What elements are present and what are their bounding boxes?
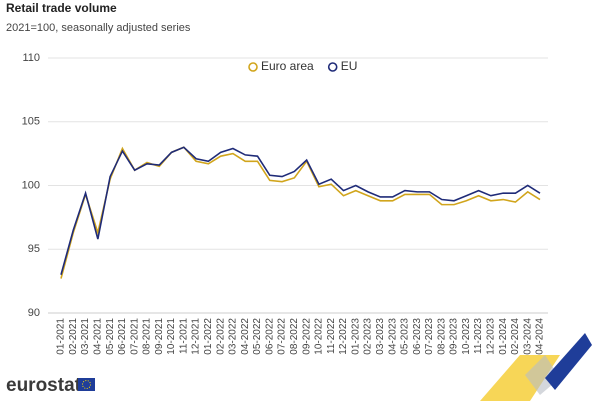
x-tick-label: 09-2022 [301,318,312,355]
x-tick-label: 12-2021 [191,318,202,355]
x-tick-label: 05-2021 [105,318,116,355]
x-tick-label: 10-2021 [166,318,177,355]
x-tick-label: 11-2023 [473,318,484,354]
logo: eurostat [6,375,95,396]
x-tick-label: 11-2021 [178,318,189,354]
eu-stars [82,380,91,389]
x-tick-label: 04-2022 [240,318,251,355]
x-tick-label: 03-2022 [228,318,239,355]
x-tick-label: 02-2022 [215,318,226,355]
x-tick-label: 09-2021 [154,318,165,355]
y-tick-label: 100 [22,179,40,191]
x-tick-label: 08-2021 [142,318,153,355]
x-tick-label: 01-2021 [56,318,67,355]
x-tick-label: 05-2023 [400,318,411,355]
legend-item[interactable]: Euro area [248,59,314,73]
x-tick-label: 03-2024 [522,318,533,355]
chart-title: Retail trade volume [6,1,117,15]
x-tick-label: 07-2021 [129,318,140,355]
series-line [60,146,541,275]
logo-text: eurostat [6,375,82,396]
x-tick-label: 10-2023 [461,318,472,355]
x-tick-label: 06-2022 [264,318,275,355]
legend-item[interactable]: EU [327,59,358,73]
x-tick-label: 01-2023 [350,318,361,355]
x-tick-label: 06-2021 [117,318,128,355]
chart-subtitle: 2021=100, seasonally adjusted series [6,22,191,34]
legend-marker [248,62,258,72]
decoration [480,333,592,401]
x-tick-label: 04-2024 [535,318,546,355]
x-tick-label: 02-2024 [510,318,521,355]
legend-label: Euro area [261,59,314,73]
y-tick-label: 95 [28,243,40,255]
y-tick-label: 105 [22,116,40,128]
x-tick-label: 02-2021 [68,318,79,355]
x-tick-label: 03-2023 [375,318,386,355]
x-tick-label: 01-2022 [203,318,214,355]
x-tick-label: 07-2022 [277,318,288,355]
x-tick-label: 10-2022 [314,318,325,355]
x-tick-label: 12-2023 [486,318,497,355]
y-tick-label: 90 [28,307,40,319]
x-tick-label: 02-2023 [363,318,374,355]
x-tick-label: 11-2022 [326,318,337,354]
x-tick-label: 03-2021 [80,318,91,355]
x-tick-label: 12-2022 [338,318,349,355]
legend: Euro area EU [248,59,358,73]
legend-marker [327,62,338,72]
x-tick-label: 05-2022 [252,318,263,355]
eu-flag [78,378,95,391]
x-tick-label: 04-2021 [92,318,103,355]
deco-blue [545,333,592,390]
x-tick-label: 08-2023 [436,318,447,355]
x-tick-label: 01-2024 [498,318,509,355]
x-tick-label: 09-2023 [449,318,460,355]
y-tick-label: 110 [22,52,40,64]
legend-label: EU [341,59,358,73]
x-tick-label: 08-2022 [289,318,300,355]
x-tick-label: 06-2023 [412,318,423,355]
x-tick-label: 07-2023 [424,318,435,355]
x-tick-label: 04-2023 [387,318,398,355]
